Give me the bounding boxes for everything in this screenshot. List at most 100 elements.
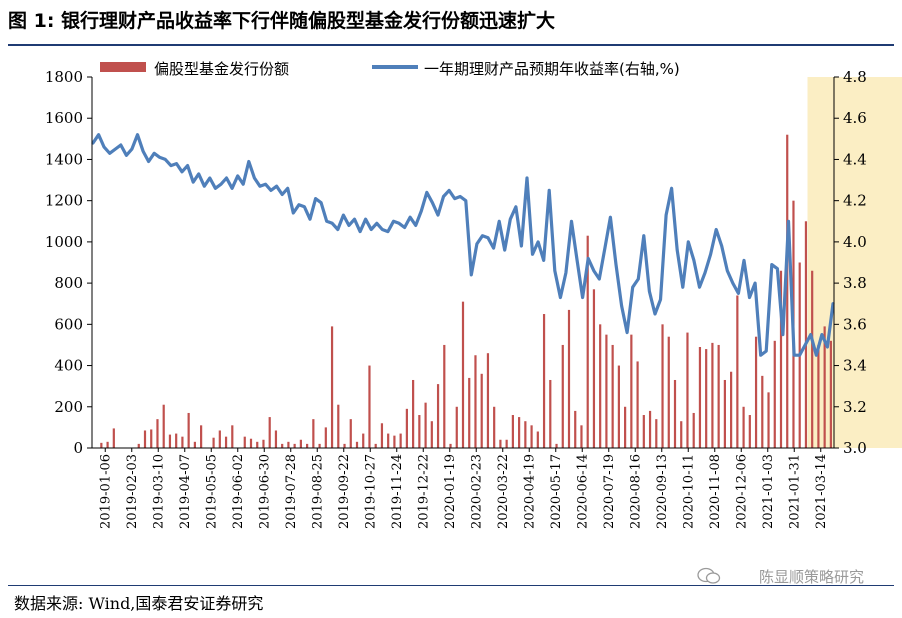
left-tick-label: 0 <box>73 439 83 457</box>
bar <box>393 435 396 448</box>
left-axis-ticks: 0 200 400 600 800 1000 1200 1400 1600 1800 <box>45 68 92 457</box>
bar <box>705 349 708 448</box>
x-tick-label: 2019-02-03 <box>125 454 140 529</box>
right-tick-label: 4.8 <box>843 68 867 86</box>
bar <box>106 441 109 448</box>
bar <box>256 441 259 448</box>
bar <box>330 326 334 448</box>
bar <box>218 430 221 448</box>
bar <box>362 433 365 448</box>
bar <box>804 221 808 448</box>
bar <box>505 439 508 448</box>
bar <box>262 439 265 448</box>
x-tick-label: 2019-07-28 <box>284 454 299 529</box>
x-tick-label: 2020-04-19 <box>522 454 537 529</box>
bar <box>430 421 433 448</box>
right-tick-label: 3.2 <box>843 398 867 416</box>
bar <box>293 443 296 448</box>
bar <box>137 443 140 448</box>
x-tick-label: 2019-03-10 <box>151 454 166 529</box>
x-tick-label: 2019-09-22 <box>337 454 352 529</box>
bar <box>642 415 645 448</box>
bar <box>779 270 783 448</box>
bar <box>524 421 527 448</box>
left-tick-label: 1800 <box>45 68 83 86</box>
bar <box>667 336 670 448</box>
bar <box>318 443 321 448</box>
right-axis-ticks: 3.0 3.2 3.4 3.6 3.8 4.0 4.2 4.4 4.6 4.8 <box>834 68 867 457</box>
legend-line-label: 一年期理财产品预期年收益率(右轴,%) <box>424 60 680 78</box>
wechat-icon <box>697 567 721 584</box>
left-tick-label: 800 <box>54 274 83 292</box>
left-tick-label: 1400 <box>45 150 83 168</box>
shaded-period <box>807 77 902 448</box>
left-tick-label: 1000 <box>45 233 83 251</box>
title-rule <box>8 44 894 46</box>
bar <box>592 289 596 448</box>
right-tick-label: 3.8 <box>843 274 867 292</box>
x-tick-label: 2020-05-17 <box>549 454 564 529</box>
x-tick-label: 2020-10-11 <box>681 454 696 529</box>
bar <box>175 433 178 448</box>
bar <box>786 134 789 448</box>
bar <box>686 332 689 448</box>
bar <box>474 355 477 448</box>
bar <box>156 419 159 448</box>
bar <box>536 431 539 448</box>
x-tick-label: 2019-05-05 <box>204 454 219 529</box>
bar <box>243 436 246 448</box>
x-tick-label: 2019-06-02 <box>231 454 246 529</box>
x-tick-label: 2021-01-03 <box>761 454 776 529</box>
bar <box>480 373 483 448</box>
source-note: 数据来源: Wind,国泰君安证券研究 <box>14 594 264 613</box>
x-tick-label: 2019-11-24 <box>390 454 405 529</box>
legend-bar-label: 偏股型基金发行份额 <box>154 60 289 78</box>
x-tick-label: 2019-10-27 <box>363 454 378 529</box>
bar <box>405 408 408 448</box>
x-tick-label: 2020-12-06 <box>734 454 749 529</box>
bar <box>181 436 184 448</box>
x-tick-label: 2020-06-14 <box>575 454 590 529</box>
bar <box>187 412 190 448</box>
x-tick-label: 2020-03-22 <box>496 454 511 529</box>
bar <box>287 441 290 448</box>
x-tick-label: 2020-07-19 <box>602 454 617 529</box>
bar <box>224 436 228 448</box>
watermark-text: 陈显顺策略研究 <box>758 568 864 586</box>
left-tick-label: 600 <box>54 315 83 333</box>
x-tick-label: 2019-06-30 <box>257 454 272 529</box>
bar <box>680 421 683 448</box>
bar <box>636 361 639 448</box>
left-tick-label: 200 <box>54 398 83 416</box>
right-tick-label: 4.2 <box>843 192 867 210</box>
bar <box>274 430 278 448</box>
bar <box>630 334 633 448</box>
bar <box>162 404 165 448</box>
bar <box>418 415 421 448</box>
right-tick-label: 3.4 <box>843 357 867 375</box>
x-tick-label: 2020-02-23 <box>469 454 484 529</box>
x-tick-label: 2021-01-31 <box>787 454 802 529</box>
bar <box>518 417 521 448</box>
bar <box>823 326 826 448</box>
bar <box>773 340 776 448</box>
bar <box>648 410 652 448</box>
x-tick-label: 2019-01-06 <box>98 454 113 529</box>
bar <box>754 336 758 448</box>
x-tick-label: 2021-03-14 <box>814 454 829 529</box>
bar <box>324 427 327 448</box>
bar <box>150 429 153 448</box>
x-tick-label: 2020-09-13 <box>655 454 670 529</box>
bar <box>349 419 352 448</box>
bar <box>580 425 583 448</box>
bar <box>624 406 627 448</box>
chart: 0 200 400 600 800 1000 1200 1400 1600 1800 3.0 3.2… <box>45 60 902 529</box>
bar <box>143 430 147 448</box>
bar <box>486 353 490 448</box>
bar <box>355 441 359 448</box>
bar <box>443 344 446 448</box>
bar <box>499 439 502 448</box>
bar <box>730 371 733 448</box>
bar <box>574 410 577 448</box>
bar <box>100 442 103 448</box>
